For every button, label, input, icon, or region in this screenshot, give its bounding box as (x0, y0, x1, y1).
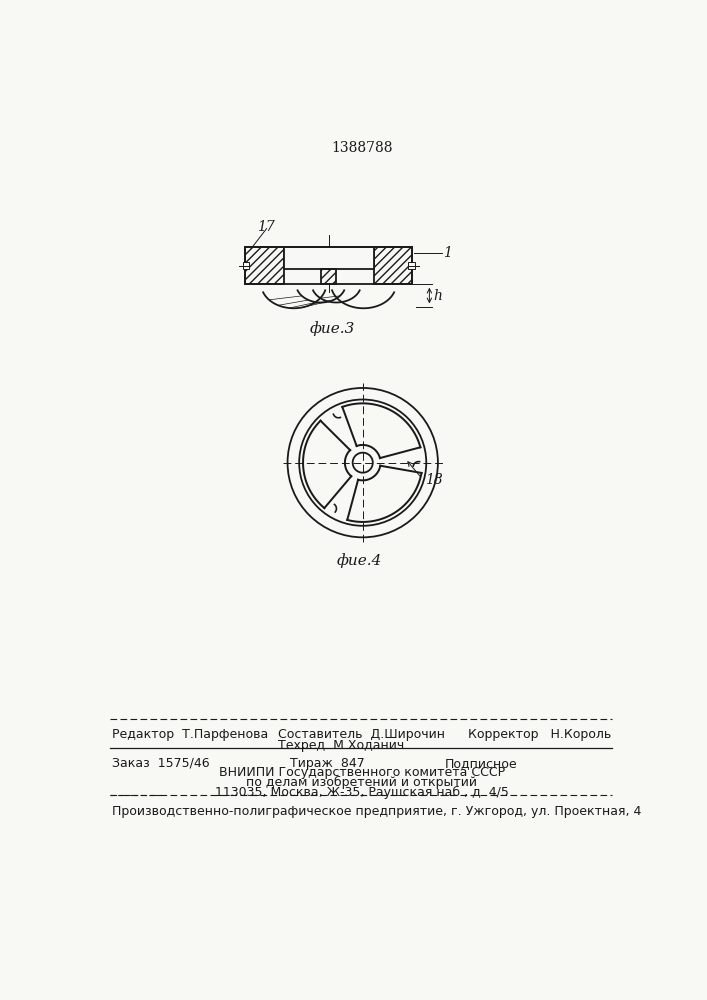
Text: 1388788: 1388788 (331, 141, 392, 155)
Polygon shape (284, 247, 373, 269)
Text: Корректор   Н.Король: Корректор Н.Король (468, 728, 612, 741)
Text: 1: 1 (443, 246, 452, 260)
Text: фие.4: фие.4 (336, 553, 382, 568)
Text: Тираж  847: Тираж 847 (290, 757, 365, 770)
Text: h: h (433, 289, 442, 303)
Text: Составитель  Д.Широчин: Составитель Д.Широчин (279, 728, 445, 741)
Text: Заказ  1575/46: Заказ 1575/46 (112, 757, 209, 770)
Text: фие.3: фие.3 (310, 321, 355, 336)
Text: Подписное: Подписное (445, 757, 518, 770)
Polygon shape (243, 262, 249, 269)
Text: Производственно-полиграфическое предприятие, г. Ужгород, ул. Проектная, 4: Производственно-полиграфическое предприя… (112, 805, 641, 818)
Text: Техред  М.Ходанич: Техред М.Ходанич (279, 739, 404, 752)
Text: 113035, Москва, Ж-35, Раушская наб., д. 4/5: 113035, Москва, Ж-35, Раушская наб., д. … (215, 786, 509, 799)
Text: 18: 18 (425, 473, 443, 487)
Text: Редактор  Т.Парфенова: Редактор Т.Парфенова (112, 728, 268, 741)
Text: по делам изобретений и открытий: по делам изобретений и открытий (247, 776, 477, 789)
Polygon shape (409, 262, 414, 269)
Text: 17: 17 (257, 220, 275, 234)
Text: ВНИИПИ Государственного комитета СССР: ВНИИПИ Государственного комитета СССР (219, 766, 505, 779)
